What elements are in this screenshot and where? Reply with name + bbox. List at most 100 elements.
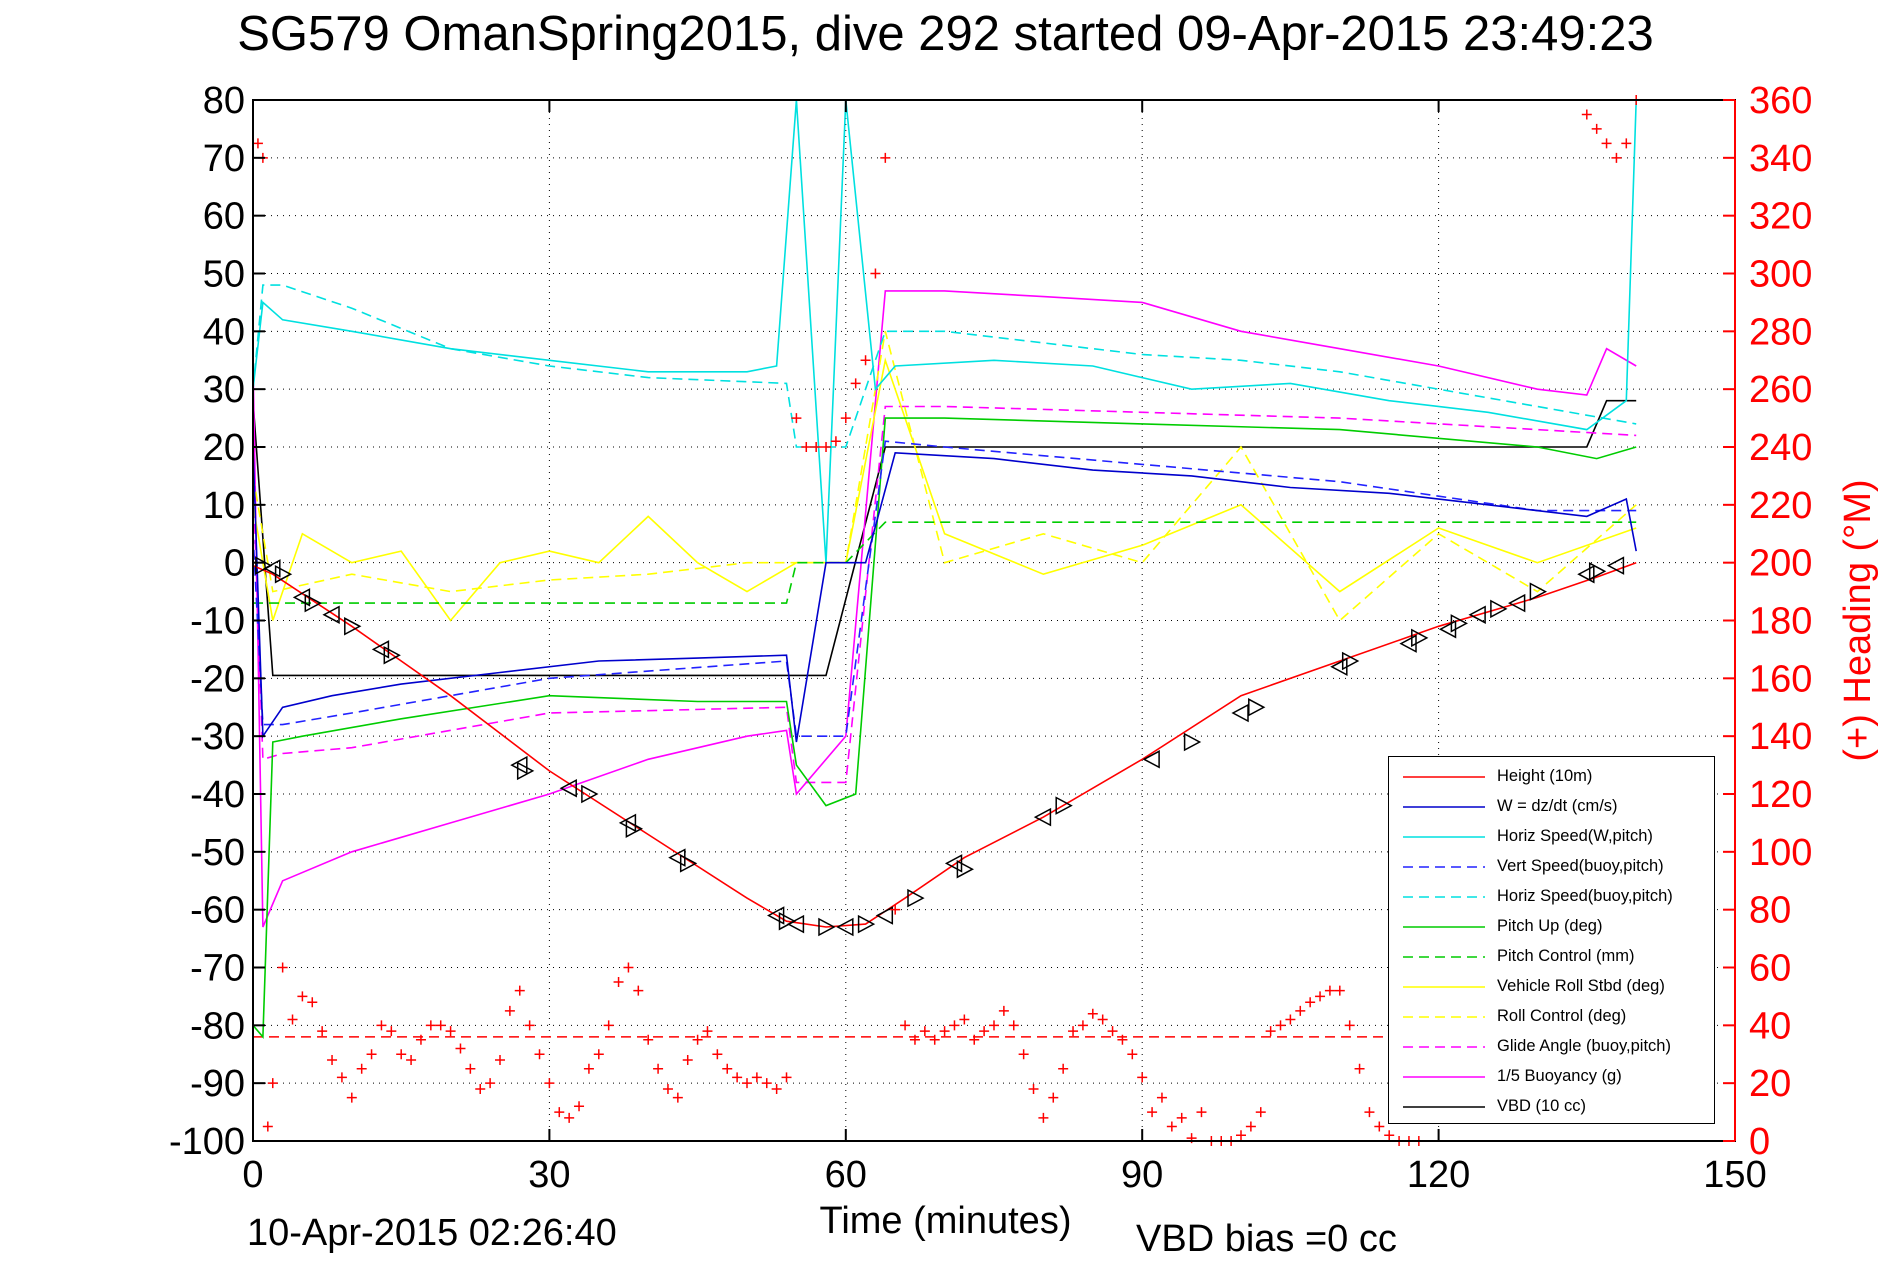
turn-marker — [1033, 807, 1052, 827]
heading-point — [485, 1078, 496, 1089]
legend-entry: Pitch Control (mm) — [1389, 945, 1714, 969]
y-tick-label: 80 — [203, 80, 245, 122]
heading-point — [465, 1063, 476, 1074]
heading-point — [1591, 123, 1602, 134]
turn-marker — [1411, 628, 1429, 648]
y-tick-label: 50 — [203, 254, 245, 296]
heading-point — [771, 1083, 782, 1094]
series-layer — [253, 100, 1637, 1039]
heading-point — [672, 1092, 683, 1103]
series-vehicle-roll-stbd-deg — [253, 357, 1637, 622]
heading-point — [415, 1034, 426, 1045]
turn-marker — [383, 645, 401, 665]
heading-point — [262, 1121, 273, 1132]
series-horiz-speed-buoy-pitch — [253, 284, 1637, 448]
legend-label: Pitch Up (deg) — [1497, 917, 1603, 935]
heading-point — [742, 1078, 752, 1089]
heading-point — [1048, 1092, 1059, 1103]
y-tick-label: 60 — [203, 196, 245, 238]
turn-marker — [907, 888, 925, 908]
heading-point — [1196, 1107, 1207, 1118]
heading-point — [1087, 1008, 1098, 1019]
heading-point — [1324, 985, 1335, 996]
legend-label: VBD (10 cc) — [1497, 1097, 1586, 1115]
heading-point — [583, 1063, 594, 1074]
turn-marker — [322, 605, 340, 624]
turn-marker — [559, 778, 577, 798]
heading-point — [386, 1026, 397, 1037]
y2-tick-label: 160 — [1749, 658, 1812, 700]
heading-point — [356, 1063, 367, 1074]
heading-point — [761, 1078, 772, 1089]
heading-point — [1384, 1130, 1395, 1141]
heading-point — [662, 1083, 673, 1094]
heading-point — [1107, 1026, 1118, 1037]
legend-label: Roll Control (deg) — [1497, 1007, 1627, 1025]
heading-point — [307, 997, 318, 1008]
heading-point — [633, 985, 644, 996]
turn-marker — [510, 755, 528, 775]
x-tick-label: 90 — [1121, 1154, 1163, 1196]
heading-point — [252, 138, 263, 149]
y-tick-label: -90 — [190, 1063, 245, 1105]
heading-point — [544, 1078, 555, 1089]
heading-point — [297, 991, 308, 1002]
legend-label: W = dz/dt (cm/s) — [1497, 797, 1618, 815]
legend-entry: Vehicle Roll Stbd (deg) — [1389, 975, 1714, 999]
vbd-bias-label: VBD bias =0 cc — [1136, 1218, 1397, 1260]
heading-point — [287, 1014, 298, 1025]
x-tick-label: 150 — [1703, 1154, 1766, 1196]
y2-tick-label: 40 — [1749, 1005, 1791, 1047]
x-tick-label: 30 — [528, 1154, 570, 1196]
legend-label: Vehicle Roll Stbd (deg) — [1497, 977, 1665, 995]
legend-swatch — [1403, 866, 1485, 868]
series-pitch-up-deg — [253, 417, 1637, 1039]
heading-point — [623, 962, 634, 973]
heading-point — [781, 1072, 792, 1083]
turn-marker — [956, 859, 974, 879]
heading-point — [909, 1034, 920, 1045]
turn-marker — [581, 784, 599, 804]
series-roll-control-deg — [253, 331, 1637, 622]
heading-point — [1285, 1014, 1296, 1025]
heading-point — [880, 152, 891, 163]
turn-marker — [274, 564, 293, 584]
series-vert-speed-buoy-pitch — [253, 440, 1637, 738]
turn-marker — [668, 848, 686, 867]
heading-point — [336, 1072, 347, 1083]
heading-point — [1581, 109, 1592, 120]
y2-tick-label: 120 — [1749, 774, 1812, 816]
legend-swatch — [1403, 776, 1485, 778]
legend-entry: Glide Angle (buoy,pitch) — [1389, 1035, 1714, 1059]
heading-point — [514, 985, 525, 996]
heading-point — [445, 1026, 456, 1037]
turn-marker — [857, 914, 876, 934]
y-tick-label: -60 — [190, 890, 245, 932]
heading-point — [613, 976, 624, 987]
turn-marker — [1468, 605, 1486, 624]
y2-tick-label: 0 — [1749, 1121, 1770, 1163]
heading-point — [801, 442, 812, 452]
heading-layer — [252, 95, 1642, 1146]
heading-point — [1008, 1020, 1019, 1031]
turn-marker — [1341, 651, 1360, 671]
heading-point — [989, 1020, 999, 1031]
turn-marker — [1055, 796, 1073, 815]
heading-point — [1334, 985, 1345, 996]
y2-tick-label: 240 — [1749, 427, 1812, 469]
heading-point — [682, 1055, 693, 1066]
heading-point — [969, 1034, 980, 1045]
y2-tick-label: 100 — [1749, 832, 1812, 874]
heading-point — [979, 1026, 990, 1037]
heading-point — [830, 436, 841, 447]
y-tick-label: 70 — [203, 138, 245, 180]
heading-point — [574, 1101, 585, 1112]
series-pitch-control-mm — [253, 521, 1637, 604]
turn-marker — [1529, 582, 1547, 601]
heading-point — [564, 1112, 575, 1123]
axes: 0 30 60 90 120 15080706050403020100-10-20-30-… — [169, 80, 1879, 1196]
turn-marker — [875, 906, 894, 925]
legend-swatch — [1403, 1106, 1485, 1108]
y-tick-label: -80 — [190, 1005, 245, 1047]
heading-point — [840, 413, 851, 424]
